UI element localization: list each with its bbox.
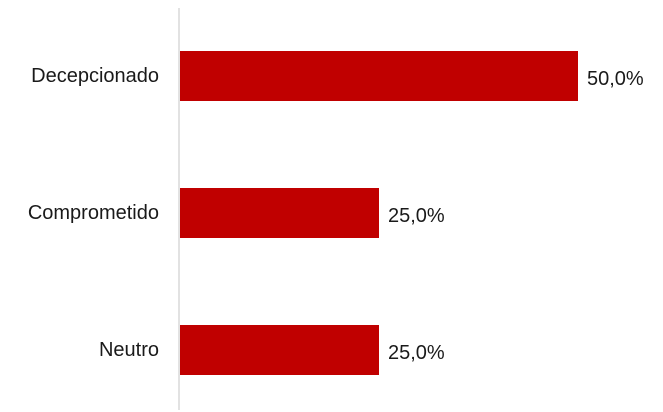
data-label-comprometido: 25,0% [388, 205, 445, 227]
data-label-neutro: 25,0% [388, 342, 445, 364]
bars-group [180, 51, 578, 375]
category-label-comprometido: Comprometido [28, 202, 159, 224]
data-label-decepcionado: 50,0% [587, 68, 644, 90]
labels-group: Decepcionado 50,0% Comprometido 25,0% Neutro… [28, 65, 644, 364]
category-label-decepcionado: Decepcionado [31, 65, 159, 87]
bar-decepcionado [180, 51, 578, 101]
bar-comprometido [180, 188, 379, 238]
category-label-neutro: Neutro [99, 339, 159, 361]
bar-neutro [180, 325, 379, 375]
